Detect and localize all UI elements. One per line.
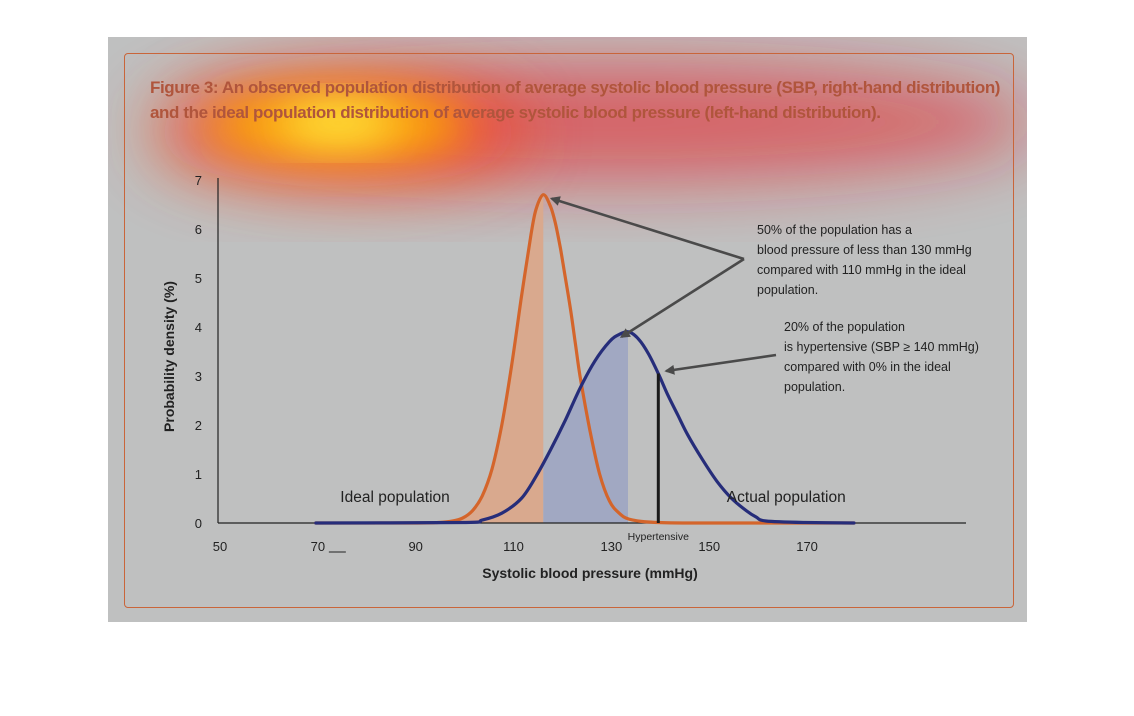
y-tick-label: 7 [195,173,202,188]
y-tick-label: 6 [195,222,202,237]
ideal-population-curve [314,193,856,525]
x-tick-label: 90 [408,539,422,554]
x-tick-label: 50 [213,539,227,554]
actual-population-label: Actual population [727,489,846,506]
x-tick-label: 130 [601,539,623,554]
figure-title: Figure 3: An observed population distrib… [150,75,1001,125]
actual-population-curve [314,330,856,525]
y-axis-label: Probability density (%) [161,281,177,432]
hypertensive-label: Hypertensive [628,531,689,543]
annotation-2-line: compared with 0% in the ideal [784,360,951,374]
density-chart: 0 1 2 3 4 5 6 7 50 70 90 110 130 150 170 Systolic blood… [161,173,979,581]
figure-frame: Figure 3: An observed population distrib… [108,37,1027,622]
actual-shaded-area [543,332,628,523]
annotation-2-line: is hypertensive (SBP ≥ 140 mmHg) [784,340,979,354]
annotation-1-line: 50% of the population has a [757,223,912,237]
x-tick-label: 170 [796,539,818,554]
ideal-shaded-area [315,194,544,524]
x-axis-label: Systolic blood pressure (mmHg) [482,565,697,581]
ideal-population-label: Ideal population [340,489,449,506]
y-tick-label: 1 [195,467,202,482]
figure-panel [124,53,1014,608]
annotation-1-line: population. [757,283,818,297]
annotation-1-line: compared with 110 mmHg in the ideal [757,263,966,277]
figure-title-line-1: Figure 3: An observed population distrib… [150,78,1001,97]
x-tick-label: 70 [311,539,325,554]
y-tick-label: 5 [195,271,202,286]
annotation-1-line: blood pressure of less than 130 mmHg [757,243,972,257]
y-tick-label: 3 [195,369,202,384]
annotation-2-arrow [664,353,777,375]
annotation-2-line: 20% of the population [784,320,905,334]
y-tick-label: 0 [195,516,202,531]
y-tick-label: 4 [195,320,202,335]
y-tick-label: 2 [195,418,202,433]
annotation-1-arrow [619,257,745,338]
x-tick-label: 150 [698,539,720,554]
x-tick-label: 110 [503,539,524,554]
annotation-1-arrow [549,196,745,261]
figure-title-line-2: and the ideal population distribution of… [150,103,881,122]
annotation-2-line: population. [784,380,845,394]
